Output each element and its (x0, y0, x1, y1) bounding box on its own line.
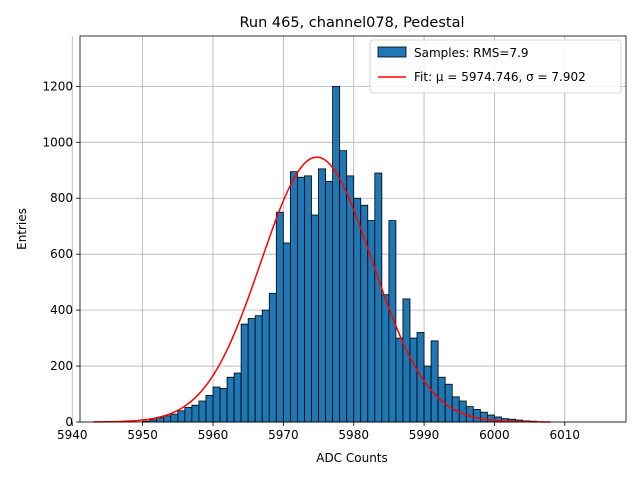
histogram-bar (212, 386, 221, 423)
histogram-bar (423, 365, 432, 423)
histogram-bar (437, 376, 446, 423)
legend-label-fit: Fit: μ = 5974.746, σ = 7.902 (414, 70, 586, 84)
x-tick-label: 5990 (409, 428, 440, 442)
x-axis-ticks: 5940 5950 5960 5970 5980 5990 6000 6010 (57, 422, 580, 442)
histogram-bar (325, 181, 333, 423)
x-tick-label: 5980 (338, 428, 369, 442)
plot-frame (79, 35, 627, 423)
y-tick-label: 1200 (42, 79, 73, 93)
y-axis-label: Entries (15, 208, 29, 250)
histogram-bar (289, 171, 298, 423)
histogram-bar (381, 294, 390, 423)
fit-curve (93, 156, 551, 423)
histogram-bar (332, 85, 341, 423)
histogram-bar (409, 337, 418, 423)
histogram-bar (163, 415, 172, 423)
histogram-bar (198, 400, 207, 423)
x-tick-label: 5970 (268, 428, 299, 442)
histogram-bar (219, 388, 228, 423)
histogram-bar (318, 168, 326, 423)
histogram-bar (205, 395, 214, 423)
histogram-bar (444, 383, 453, 423)
histogram-bar (184, 407, 193, 423)
chart-title: Run 465, channel078, Pedestal (239, 15, 464, 31)
y-tick-label: 200 (50, 359, 73, 373)
histogram-bar (416, 332, 425, 423)
x-tick-label: 5950 (127, 428, 158, 442)
histogram-bar (374, 172, 383, 423)
histogram-bar (268, 292, 277, 423)
histogram-bar (233, 372, 242, 423)
y-tick-label: 1000 (42, 135, 73, 149)
histogram-bar (297, 176, 305, 423)
histogram-bar (254, 315, 263, 423)
histogram-bar (472, 409, 481, 423)
y-tick-label: 800 (50, 191, 73, 205)
histogram-bar (191, 404, 200, 423)
histogram-bar (395, 337, 404, 423)
histogram-bar (247, 318, 256, 423)
y-tick-label: 400 (50, 303, 73, 317)
x-axis-label: ADC Counts (316, 451, 388, 465)
x-tick-label: 5960 (198, 428, 229, 442)
histogram-bar (282, 242, 291, 423)
histogram-bar (156, 417, 165, 423)
histogram-bar (346, 175, 355, 423)
histogram-bar (177, 410, 186, 423)
histogram-bar (465, 406, 474, 423)
histogram-bar (353, 197, 362, 423)
histogram-bar (170, 413, 179, 423)
histogram-bar (261, 309, 270, 423)
histogram-bar (479, 411, 488, 423)
histogram-bar (240, 323, 249, 423)
histogram-bar (311, 214, 319, 423)
y-tick-label: 600 (50, 247, 73, 261)
histogram-bar (458, 400, 467, 423)
legend-label-samples: Samples: RMS=7.9 (414, 46, 529, 60)
y-axis-ticks: 0 200 400 600 800 1000 1200 (42, 79, 80, 429)
histogram-bar (402, 298, 411, 423)
legend: Samples: RMS=7.9 Fit: μ = 5974.746, σ = … (369, 39, 622, 94)
x-tick-label: 5940 (57, 428, 88, 442)
y-tick-label: 0 (65, 415, 73, 429)
x-tick-label: 6010 (550, 428, 581, 442)
legend-swatch-samples (377, 46, 407, 58)
histogram-bar (226, 376, 235, 423)
x-tick-label: 6000 (479, 428, 510, 442)
legend-box (369, 39, 622, 94)
histogram-bar (275, 211, 284, 423)
histogram-bar (430, 340, 439, 423)
histogram-bar (304, 175, 312, 423)
